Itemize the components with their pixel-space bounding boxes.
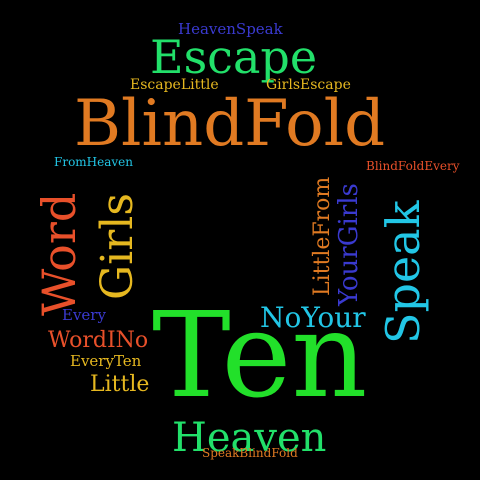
word-little: Little (90, 372, 150, 397)
word-heavenspeak: HeavenSpeak (178, 20, 283, 38)
word-every: Every (62, 306, 106, 324)
word-fromheaven: FromHeaven (54, 155, 133, 169)
word-wordino: WordINo (48, 328, 149, 353)
word-heaven: Heaven (172, 415, 327, 461)
word-littlefrom: LittleFrom (310, 176, 335, 296)
word-ten: Ten (152, 286, 368, 424)
word-blindfold: BlindFold (74, 87, 386, 161)
word-blindfoldevery: BlindFoldEvery (366, 159, 460, 173)
word-girls: Girls (92, 193, 143, 300)
word-escape: Escape (150, 30, 318, 84)
word-speak: Speak (376, 200, 430, 344)
word-girlsescape: GirlsEscape (266, 77, 351, 93)
word-everyten: EveryTen (70, 352, 142, 370)
word-speakblindfold: SpeakBlindFold (202, 446, 298, 460)
word-noyour: NoYour (260, 301, 366, 334)
word-word: Word (32, 192, 86, 316)
word-escapelittle: EscapeLittle (130, 77, 219, 93)
